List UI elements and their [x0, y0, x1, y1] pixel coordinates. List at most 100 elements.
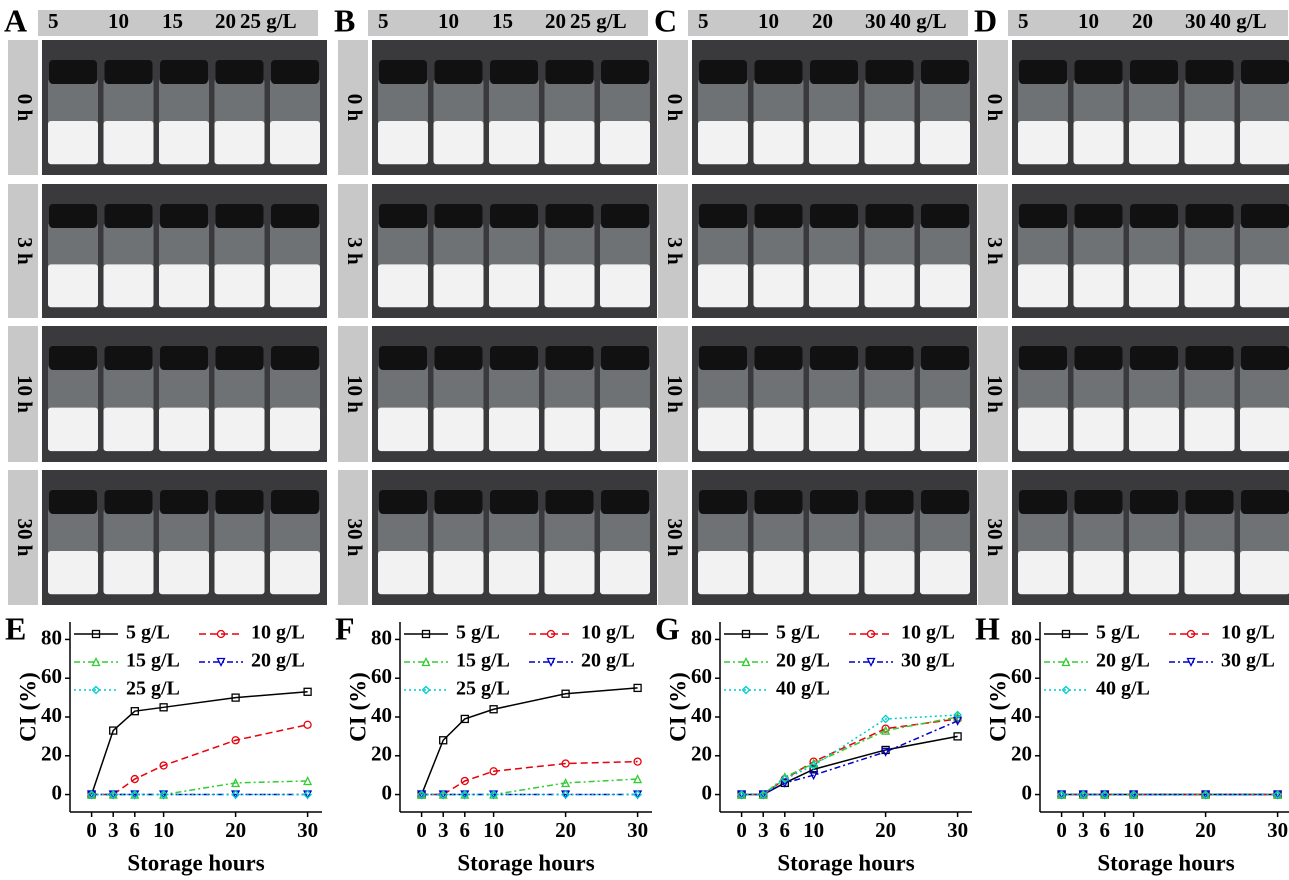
- vial-cap: [1130, 490, 1178, 514]
- marker: [633, 774, 643, 784]
- vial-cap: [215, 204, 264, 228]
- vial-liquid: [159, 121, 209, 165]
- time-label: 3 h: [663, 237, 687, 265]
- marker: [953, 710, 963, 720]
- vial-liquid: [489, 264, 539, 308]
- row-label-band: [338, 470, 368, 605]
- marker: [881, 747, 891, 757]
- vial-cap: [545, 204, 594, 228]
- marker: [231, 693, 240, 702]
- vial-liquid: [864, 264, 915, 308]
- vial-cap: [490, 490, 538, 514]
- vial-liquid: [1184, 121, 1235, 165]
- time-label: 0 h: [663, 94, 687, 122]
- time-label: 0 h: [343, 94, 367, 122]
- vial-liquid: [809, 551, 859, 595]
- panel-letter: A: [4, 2, 27, 38]
- vial-liquid: [270, 407, 320, 452]
- vial-liquid: [103, 407, 154, 452]
- vial-liquid: [48, 551, 98, 595]
- row-label-band: [658, 326, 688, 462]
- legend-label: 25 g/L: [126, 678, 180, 700]
- x-axis-label: Storage hours: [1097, 850, 1234, 875]
- time-label: 10 h: [13, 375, 37, 413]
- vial-liquid: [378, 264, 428, 308]
- vial-liquid: [48, 407, 98, 452]
- vial-cap: [1019, 490, 1067, 514]
- time-label: 30 h: [983, 519, 1007, 557]
- legend-marker: [1061, 629, 1071, 639]
- legend-label: 15 g/L: [126, 650, 180, 672]
- marker: [159, 703, 168, 712]
- legend-marker: [91, 657, 101, 667]
- vial-cap: [545, 60, 594, 84]
- vial-cap: [601, 204, 649, 228]
- vial-liquid: [103, 264, 154, 308]
- vial-cap: [601, 346, 649, 370]
- vial-liquid: [378, 121, 428, 165]
- vial-liquid: [1018, 121, 1068, 165]
- vial-cap: [1019, 204, 1067, 228]
- vial-liquid: [809, 407, 859, 452]
- series-line: [421, 760, 638, 796]
- vial-liquid: [433, 407, 484, 452]
- vial-liquid: [753, 551, 804, 595]
- time-label: 0 h: [983, 94, 1007, 122]
- vial-cap: [1241, 346, 1289, 370]
- vial-liquid: [214, 121, 265, 165]
- vial-liquid: [159, 264, 209, 308]
- vial-cap: [754, 490, 803, 514]
- x-tick-label: 30: [1267, 818, 1288, 842]
- vial-liquid: [433, 121, 484, 165]
- legend-label: 5 g/L: [1096, 622, 1140, 644]
- vial-cap: [104, 60, 153, 84]
- marker: [561, 790, 571, 799]
- marker: [809, 761, 819, 770]
- vial-liquid: [433, 551, 484, 595]
- legend-marker: [216, 629, 226, 639]
- vial-cap: [1130, 60, 1178, 84]
- concentration-label: 5: [378, 9, 389, 33]
- vial-liquid: [753, 407, 804, 452]
- vial-cap: [104, 204, 153, 228]
- vial-liquid: [600, 264, 650, 308]
- legend-marker: [1186, 629, 1196, 639]
- vial-cap: [754, 204, 803, 228]
- marker: [130, 790, 140, 799]
- legend-label: 10 g/L: [901, 622, 955, 644]
- y-tick-label: 40: [691, 703, 712, 727]
- legend-label: 40 g/L: [776, 678, 830, 700]
- vial-cap: [104, 346, 153, 370]
- vial-liquid: [600, 121, 650, 165]
- vial-liquid: [214, 264, 265, 308]
- vial-cap: [1074, 346, 1123, 370]
- vial-liquid: [864, 551, 915, 595]
- vial-liquid: [544, 407, 595, 452]
- series-line: [421, 778, 638, 796]
- marker: [438, 790, 448, 799]
- concentration-label: 5: [1018, 9, 1029, 33]
- x-tick-label: 10: [803, 818, 824, 842]
- row-label-band: [658, 40, 688, 175]
- marker: [809, 771, 819, 781]
- y-tick-label: 0: [382, 780, 393, 804]
- y-axis-label: CI (%): [345, 672, 370, 742]
- vial-liquid: [433, 264, 484, 308]
- legend-label: 40 g/L: [1096, 678, 1150, 700]
- vial-cap: [379, 490, 427, 514]
- legend-label: 20 g/L: [251, 650, 305, 672]
- x-tick-label: 10: [483, 818, 504, 842]
- vial-liquid: [1184, 264, 1235, 308]
- row-label-band: [8, 326, 38, 462]
- vial-liquid: [489, 121, 539, 165]
- time-label: 3 h: [343, 237, 367, 265]
- vial-liquid: [753, 121, 804, 165]
- vial-cap: [271, 346, 319, 370]
- vial-liquid: [1184, 407, 1235, 452]
- legend-marker: [546, 629, 556, 639]
- y-tick-label: 0: [52, 780, 63, 804]
- vial-liquid: [1018, 551, 1068, 595]
- x-tick-label: 3: [758, 818, 769, 842]
- vial-cap: [160, 204, 208, 228]
- vial-cap: [545, 346, 594, 370]
